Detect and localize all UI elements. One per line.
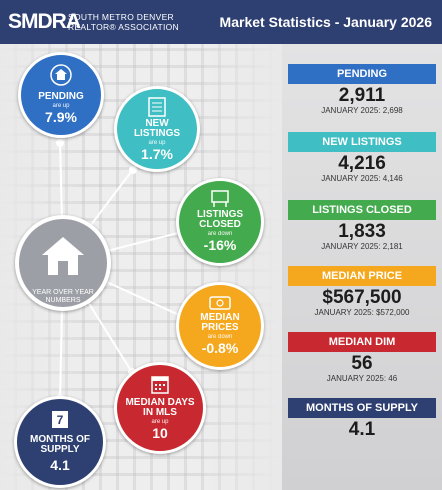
stat-previous: JANUARY 2025: 2,181 (321, 242, 403, 251)
stat-previous: JANUARY 2025: 4,146 (321, 174, 403, 183)
pending-title: PENDING (38, 91, 84, 102)
months-supply-title: MONTHS OF SUPPLY (30, 434, 90, 455)
house-icon (42, 237, 84, 275)
stat-months-supply: MONTHS OF SUPPLY 4.1 (282, 398, 442, 440)
stat-pending: PENDING 2,911 JANUARY 2025: 2,698 (282, 64, 442, 116)
stat-value: 2,911 (338, 85, 386, 106)
median-days-title: MEDIAN DAYS IN MLS (125, 397, 195, 418)
header-bar: SMDRA SOUTH METRO DENVER REALTOR® ASSOCI… (0, 0, 442, 44)
money-icon (209, 296, 231, 310)
listings-closed-title: LISTINGS CLOSED (196, 209, 244, 230)
stat-label: MONTHS OF SUPPLY (288, 398, 436, 418)
stat-value: 56 (351, 353, 373, 374)
new-listings-title: NEW LISTINGS (133, 118, 181, 139)
stat-new-listings: NEW LISTINGS 4,216 JANUARY 2025: 4,146 (282, 132, 442, 184)
stats-panel: PENDING 2,911 JANUARY 2025: 2,698 NEW LI… (282, 44, 442, 490)
calendar-icon-number: 7 (56, 413, 64, 427)
median-prices-title: MEDIAN PRICES (200, 312, 240, 333)
median-prices-change: -0.8% (201, 340, 239, 356)
listings-closed-direction: are down (207, 231, 233, 237)
pending-change: 7.9% (45, 109, 77, 125)
stat-previous: JANUARY 2025: $572,000 (314, 308, 410, 317)
pending-bubble: PENDING are up 7.9% (18, 52, 104, 138)
calendar-7-icon: 7 (51, 409, 69, 429)
new-listings-change: 1.7% (141, 146, 173, 162)
calendar-icon (151, 376, 169, 394)
months-supply-value: 4.1 (50, 457, 70, 473)
hub-label: YEAR OVER YEAR NUMBERS (32, 289, 94, 304)
median-days-bubble: MEDIAN DAYS IN MLS are up 10 (114, 362, 206, 454)
logo: SMDRA (8, 10, 81, 33)
stat-value: 4,216 (338, 153, 386, 174)
listing-document-icon (148, 97, 166, 117)
stat-label: MEDIAN DIM (288, 332, 436, 352)
page-title: Market Statistics - January 2026 (219, 14, 432, 30)
stat-value: 4.1 (348, 419, 376, 440)
median-prices-direction: are down (207, 334, 233, 340)
stat-previous: JANUARY 2025: 46 (326, 374, 398, 383)
stat-label: NEW LISTINGS (288, 132, 436, 152)
stat-label: MEDIAN PRICE (288, 266, 436, 286)
stat-value: 1,833 (338, 221, 386, 242)
stat-listings-closed: LISTINGS CLOSED 1,833 JANUARY 2025: 2,18… (282, 200, 442, 252)
median-days-change: 10 (152, 425, 168, 441)
stat-label: LISTINGS CLOSED (288, 200, 436, 220)
stat-label: PENDING (288, 64, 436, 84)
sold-sign-icon (211, 190, 229, 207)
listings-closed-bubble: LISTINGS CLOSED are down -16% (176, 178, 264, 266)
new-listings-bubble: NEW LISTINGS are up 1.7% (114, 86, 200, 172)
stat-value: $567,500 (322, 287, 402, 308)
listings-closed-change: -16% (203, 237, 237, 253)
pending-direction: are up (52, 103, 70, 109)
house-search-icon (50, 64, 72, 86)
median-prices-bubble: MEDIAN PRICES are down -0.8% (176, 282, 264, 370)
logo-line-2: REALTOR® ASSOCIATION (68, 22, 179, 32)
logo-line-1: SOUTH METRO DENVER (68, 12, 174, 22)
months-supply-bubble: 7 MONTHS OF SUPPLY 4.1 (14, 396, 106, 488)
stat-median-price: MEDIAN PRICE $567,500 JANUARY 2025: $572… (282, 266, 442, 318)
new-listings-direction: are up (148, 140, 166, 146)
year-over-year-hub: YEAR OVER YEAR NUMBERS (15, 215, 111, 311)
stat-previous: JANUARY 2025: 2,698 (321, 106, 403, 115)
stat-median-dim: MEDIAN DIM 56 JANUARY 2025: 46 (282, 332, 442, 384)
median-days-direction: are up (151, 419, 169, 425)
